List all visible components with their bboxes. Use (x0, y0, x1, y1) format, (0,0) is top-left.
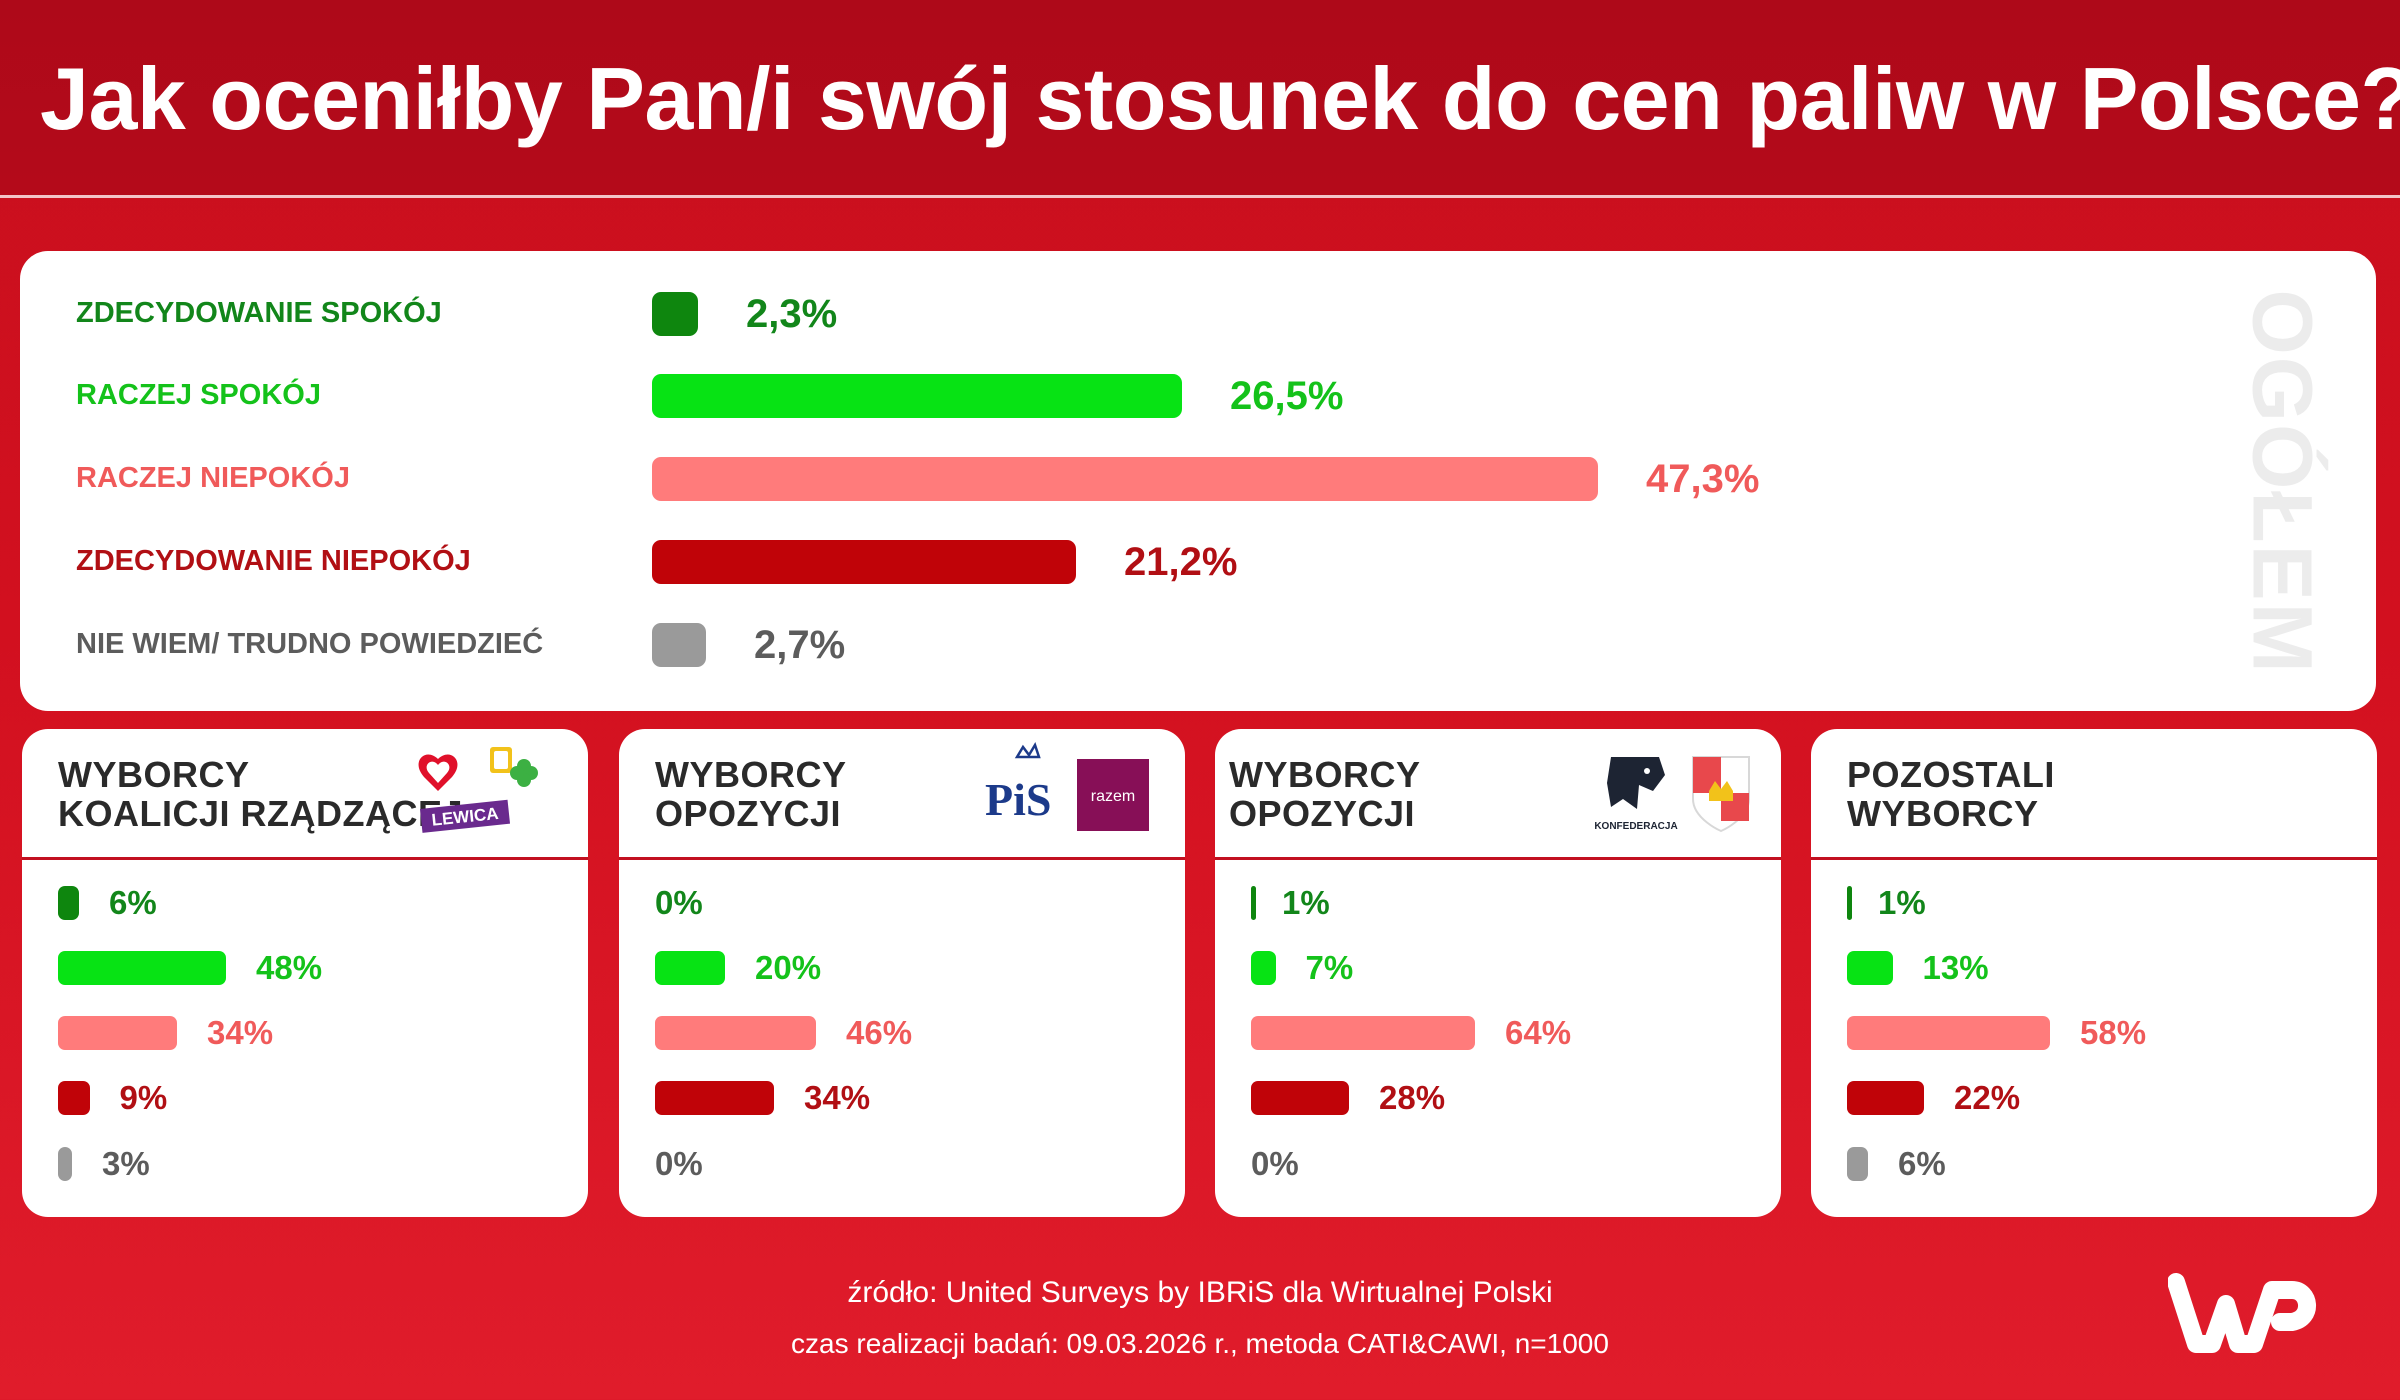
card-opposition-voters-b: WYBORCY OPOZYCJI KONFEDERACJA 1% 7% 64% 28%… (1215, 729, 1781, 1217)
mini-bar-definitely-worried (655, 1081, 774, 1115)
card-title-line-2: OPOZYCJI (655, 793, 842, 834)
card-title-line-1: WYBORCY (1229, 754, 1421, 795)
opposition-logos-b-svg: KONFEDERACJA (1594, 756, 1750, 833)
mini-bar-definitely-worried (1251, 1081, 1349, 1115)
wp-logo (2167, 1268, 2318, 1363)
footer-source: źródło: United Surveys by IBRiS dla Wirt… (847, 1276, 1553, 1309)
mini-bar-definitely-calm (58, 886, 79, 920)
value-label-dont-know: 2,7% (754, 623, 846, 667)
mini-value-rather-calm: 20% (755, 949, 822, 986)
mini-value-dont-know: 0% (1251, 1145, 1299, 1182)
mini-bar-rather-calm (1847, 951, 1893, 985)
konfederacja-logo: KONFEDERACJA (1594, 757, 1678, 832)
card-header: WYBORCY KOALICJI RZĄDZĄCEJ LEWICA (22, 729, 588, 860)
coalition-logos: LEWICA (408, 739, 568, 849)
mini-value-definitely-worried: 34% (804, 1079, 871, 1116)
overall-vertical-label: OGÓŁEM (2236, 287, 2330, 677)
opposition-logos-a: PiS razem (965, 739, 1165, 849)
value-label-rather-calm: 26,5% (1230, 374, 1344, 418)
crest-icon (1692, 756, 1750, 833)
card-header: WYBORCY OPOZYCJI PiS razem (619, 729, 1185, 860)
mini-value-definitely-calm: 1% (1282, 884, 1330, 921)
eagle-icon (1607, 757, 1665, 809)
value-label-definitely-calm: 2,3% (746, 292, 838, 336)
mini-value-rather-calm: 13% (1922, 949, 1989, 986)
mini-bar-definitely-worried (1847, 1081, 1924, 1115)
bar-rather-calm (652, 374, 1182, 418)
mini-value-rather-worried: 46% (846, 1014, 913, 1051)
card-title: POZOSTALI WYBORCY (1847, 755, 2055, 833)
mini-value-definitely-worried: 28% (1379, 1079, 1446, 1116)
mini-bar-rather-worried (655, 1016, 816, 1050)
mini-bar-rather-worried (58, 1016, 177, 1050)
mini-value-dont-know: 6% (1898, 1145, 1946, 1182)
bar-definitely-calm (652, 292, 698, 336)
mini-value-rather-calm: 48% (256, 949, 323, 986)
chart-title: Jak oceniłby Pan/i swój stosunek do cen … (40, 49, 2400, 148)
card-title-line-1: WYBORCY (655, 754, 847, 795)
category-label-definitely-worried: ZDECYDOWANIE NIEPOKÓJ (76, 545, 471, 577)
value-label-rather-worried: 47,3% (1646, 457, 1760, 501)
mini-bar-rather-calm (655, 951, 725, 985)
card-title-line-2: WYBORCY (1847, 793, 2039, 834)
mini-bar-definitely-worried (58, 1081, 90, 1115)
card-title-line-1: POZOSTALI (1847, 754, 2055, 795)
card-title: WYBORCY OPOZYCJI (1229, 755, 1421, 833)
opposition-logos-a-svg: PiS razem (985, 742, 1149, 831)
card-header: WYBORCY OPOZYCJI KONFEDERACJA (1215, 729, 1781, 860)
coalition-logos-svg: LEWICA (418, 747, 538, 833)
bar-rather-worried (652, 457, 1598, 501)
card-title-line-2: OPOZYCJI (1229, 793, 1416, 834)
mini-bar-rather-calm (1251, 951, 1276, 985)
card-title: WYBORCY OPOZYCJI (655, 755, 847, 833)
mini-value-definitely-calm: 1% (1878, 884, 1926, 921)
mini-value-definitely-worried: 22% (1954, 1079, 2021, 1116)
overall-panel: ZDECYDOWANIE SPOKÓJ 2,3% RACZEJ SPOKÓJ 26,5… (20, 251, 2376, 711)
clover-icon (510, 759, 538, 787)
mini-bar-definitely-calm (1251, 886, 1256, 920)
category-label-rather-worried: RACZEJ NIEPOKÓJ (76, 462, 350, 494)
card-other-voters: POZOSTALI WYBORCY 1% 13% 58% 22% 6% (1811, 729, 2377, 1217)
mini-value-definitely-calm: 0% (655, 884, 703, 921)
category-label-definitely-calm: ZDECYDOWANIE SPOKÓJ (76, 297, 442, 329)
pis-text: PiS (985, 774, 1051, 825)
razem-text: razem (1091, 788, 1135, 805)
lewica-logo: LEWICA (420, 799, 511, 833)
mini-bar-rather-worried (1251, 1016, 1475, 1050)
footer-details: czas realizacji badań: 09.03.2026 r., me… (791, 1328, 1609, 1359)
mini-value-dont-know: 3% (102, 1145, 150, 1182)
wp-logo-svg (2167, 1273, 2316, 1353)
pis-logo: PiS (985, 742, 1051, 825)
mini-bar-rather-worried (1847, 1016, 2050, 1050)
mini-value-dont-know: 0% (655, 1145, 703, 1182)
mini-value-definitely-calm: 6% (109, 884, 157, 921)
mini-value-rather-worried: 64% (1505, 1014, 1572, 1051)
overall-label: OGÓŁEM (2235, 289, 2330, 675)
category-label-rather-calm: RACZEJ SPOKÓJ (76, 379, 321, 411)
mini-value-rather-calm: 7% (1305, 949, 1354, 986)
mini-bar-definitely-calm (1847, 886, 1852, 920)
header-banner: Jak oceniłby Pan/i swój stosunek do cen … (0, 0, 2400, 198)
razem-logo: razem (1077, 759, 1149, 831)
card-opposition-voters-a: WYBORCY OPOZYCJI PiS razem 0% 20% 46% 34% 0% (619, 729, 1185, 1217)
mini-value-rather-worried: 34% (207, 1014, 274, 1051)
bar-definitely-worried (652, 540, 1076, 584)
opposition-logos-b: KONFEDERACJA (1581, 739, 1761, 849)
mini-value-rather-worried: 58% (2080, 1014, 2147, 1051)
mini-bar-dont-know (58, 1147, 72, 1181)
card-title: WYBORCY KOALICJI RZĄDZĄCEJ (58, 755, 463, 833)
bar-dont-know (652, 623, 706, 667)
mini-value-definitely-worried: 9% (119, 1079, 168, 1116)
value-label-definitely-worried: 21,2% (1124, 540, 1238, 584)
category-label-dont-know: NIE WIEM/ TRUDNO POWIEDZIEĆ (76, 628, 544, 660)
card-coalition-voters: WYBORCY KOALICJI RZĄDZĄCEJ LEWICA 6% 48% 3… (22, 729, 588, 1217)
card-title-line-1: WYBORCY (58, 754, 250, 795)
card-title-line-2: KOALICJI RZĄDZĄCEJ (58, 793, 464, 834)
card-header: POZOSTALI WYBORCY (1811, 729, 2377, 860)
mini-bar-dont-know (1847, 1147, 1868, 1181)
mini-bar-rather-calm (58, 951, 226, 985)
konfederacja-text: KONFEDERACJA (1594, 821, 1677, 832)
